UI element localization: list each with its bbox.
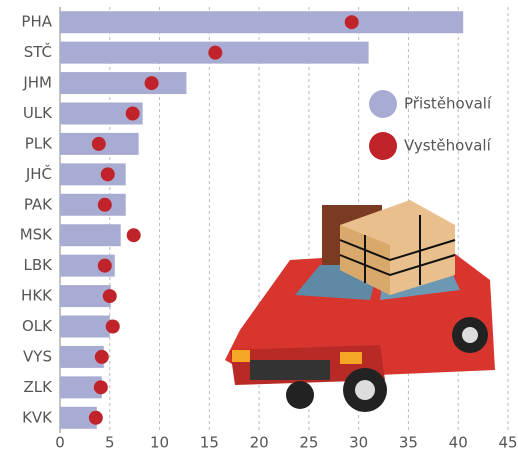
x-tick-label: 10 <box>150 434 169 452</box>
dot <box>105 319 120 334</box>
y-tick-label: KVK <box>22 408 53 426</box>
bar <box>60 11 464 34</box>
dot <box>208 45 223 60</box>
y-tick-label: VYS <box>23 347 52 365</box>
dot <box>97 197 112 212</box>
y-tick-label: LBK <box>24 256 54 274</box>
x-tick-label: 35 <box>399 434 418 452</box>
y-tick-label: JHM <box>22 74 52 92</box>
y-tick-label: PHA <box>21 13 52 31</box>
dot <box>91 136 106 151</box>
legend-swatch <box>369 90 397 118</box>
dot <box>344 15 359 30</box>
x-tick-label: 30 <box>349 434 368 452</box>
y-tick-label: MSK <box>20 226 53 244</box>
y-tick-label: OLK <box>22 317 53 335</box>
bar <box>60 285 111 308</box>
x-tick-label: 15 <box>200 434 219 452</box>
x-tick-label: 40 <box>449 434 468 452</box>
dot <box>125 106 140 121</box>
x-tick-label: 45 <box>498 434 517 452</box>
dot <box>88 410 103 425</box>
bar <box>60 224 121 247</box>
y-tick-label: ULK <box>23 104 53 122</box>
dot <box>94 349 109 364</box>
dot <box>144 76 159 91</box>
car-illustration <box>225 200 495 412</box>
y-tick-label: HKK <box>21 287 53 305</box>
y-tick-label: STČ <box>24 42 52 61</box>
x-tick-label: 0 <box>55 434 65 452</box>
bar <box>60 315 110 338</box>
dot <box>100 167 115 182</box>
bar <box>60 193 126 216</box>
bar <box>60 163 126 186</box>
legend-swatch <box>369 132 397 160</box>
bar <box>60 102 143 125</box>
legend-label: Přistěhovalí <box>404 95 492 113</box>
bar <box>60 406 97 429</box>
y-tick-label: PLK <box>25 134 53 152</box>
x-tick-label: 5 <box>105 434 115 452</box>
dot <box>93 380 108 395</box>
y-tick-label: ZLK <box>24 378 54 396</box>
x-tick-label: 20 <box>250 434 269 452</box>
y-tick-label: PAK <box>24 195 53 213</box>
dot <box>126 228 141 243</box>
y-tick-label: JHČ <box>25 164 52 183</box>
dot <box>102 289 117 304</box>
dot <box>97 258 112 273</box>
bar <box>60 72 187 95</box>
bar <box>60 345 104 368</box>
bar <box>60 376 102 399</box>
x-tick-label: 25 <box>299 434 318 452</box>
legend-label: Vystěhovalí <box>404 137 492 155</box>
